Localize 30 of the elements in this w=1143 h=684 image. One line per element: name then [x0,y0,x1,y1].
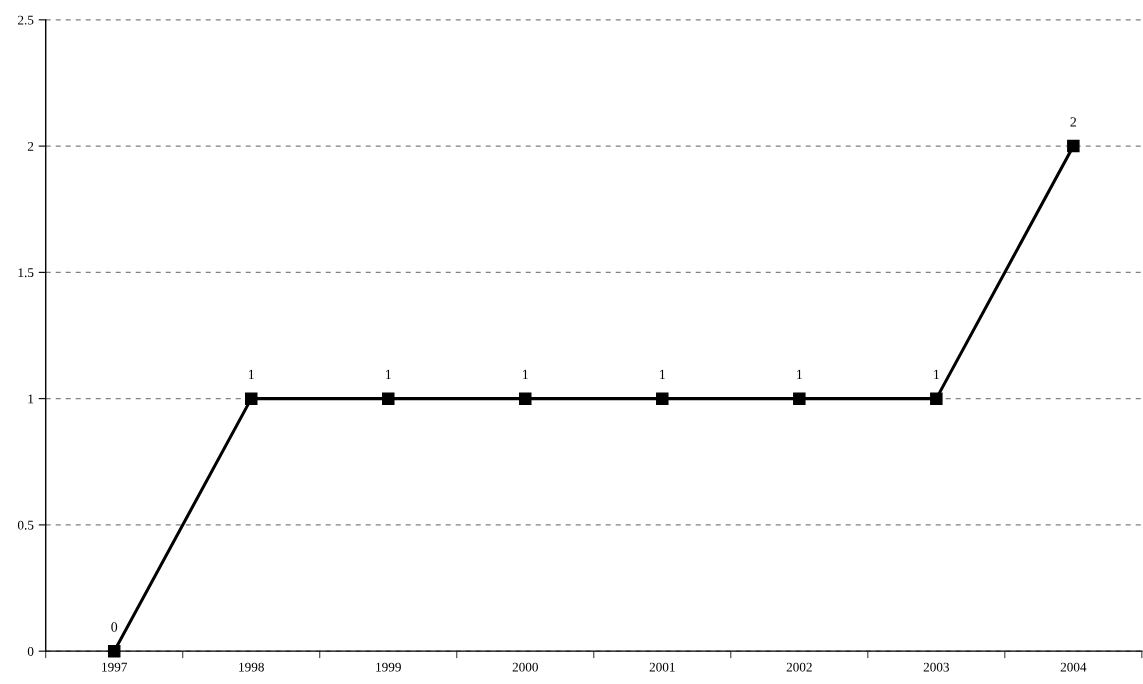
x-tick-label: 2001 [649,662,675,672]
data-label: 1 [386,369,391,380]
y-tick-label: 2.5 [18,15,34,25]
point [1067,139,1080,153]
point [793,392,806,405]
point [519,392,532,405]
point [244,392,258,405]
x-tick-label: 2000 [512,662,538,672]
data-label: 0 [111,622,118,632]
point [382,392,395,405]
data-label: 1 [523,369,528,380]
data-label: 1 [934,369,939,380]
y-tick-label: 0.5 [17,520,34,530]
data-label: 2 [1070,117,1077,127]
data-label: 1 [660,369,665,380]
x-tick-label: 1999 [376,662,401,672]
data-label: 1 [249,369,254,380]
x-tick-label: 2002 [786,662,812,672]
point [656,392,669,405]
y-tick-label: 1 [28,394,34,404]
y-tick-label: 0 [27,646,34,656]
point [930,392,943,405]
x-tick-label: 1998 [239,662,264,672]
x-tick-label: 2004 [1060,662,1087,672]
y-tick-label: 1.5 [18,268,34,278]
y-tick-label: 2 [27,141,34,151]
data-label: 1 [797,369,802,380]
x-tick-label: 2003 [923,662,950,672]
point [107,644,121,658]
x-tick-label: 1997 [102,662,128,672]
